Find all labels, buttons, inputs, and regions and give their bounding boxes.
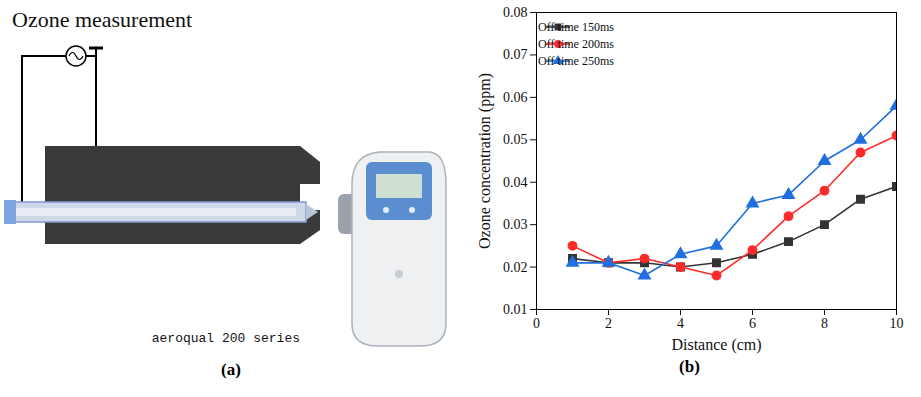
svg-text:0.06: 0.06 [503,90,528,105]
svg-text:6: 6 [749,316,756,331]
svg-text:0.01: 0.01 [503,302,528,317]
html-text:Ozone measurement: Ozone measurement [12,7,193,32]
svg-text:0.03: 0.03 [503,217,528,232]
svg-text:0.08: 0.08 [503,5,528,20]
svg-text:0.05: 0.05 [503,132,528,147]
svg-text:0.04: 0.04 [503,175,528,190]
html-text:(b): (b) [679,357,700,376]
svg-text:0.07: 0.07 [503,47,528,62]
svg-text:Off time 150ms: Off time 150ms [538,20,614,34]
svg-text:Ozone concentration (ppm): Ozone concentration (ppm) [476,73,494,249]
svg-text:4: 4 [677,316,684,331]
svg-text:Off time 200ms: Off time 200ms [538,37,614,51]
svg-text:8: 8 [821,316,828,331]
svg-text:0.02: 0.02 [503,260,528,275]
svg-text:Off time 250ms: Off time 250ms [538,54,614,68]
svg-text:Distance (cm): Distance (cm) [671,336,761,354]
svg-text:2: 2 [605,316,612,331]
svg-text:10: 10 [890,316,904,331]
svg-text:0: 0 [533,316,540,331]
html-text:(a): (a) [221,360,241,379]
svg-text:aeroqual 200 series: aeroqual 200 series [152,331,300,346]
